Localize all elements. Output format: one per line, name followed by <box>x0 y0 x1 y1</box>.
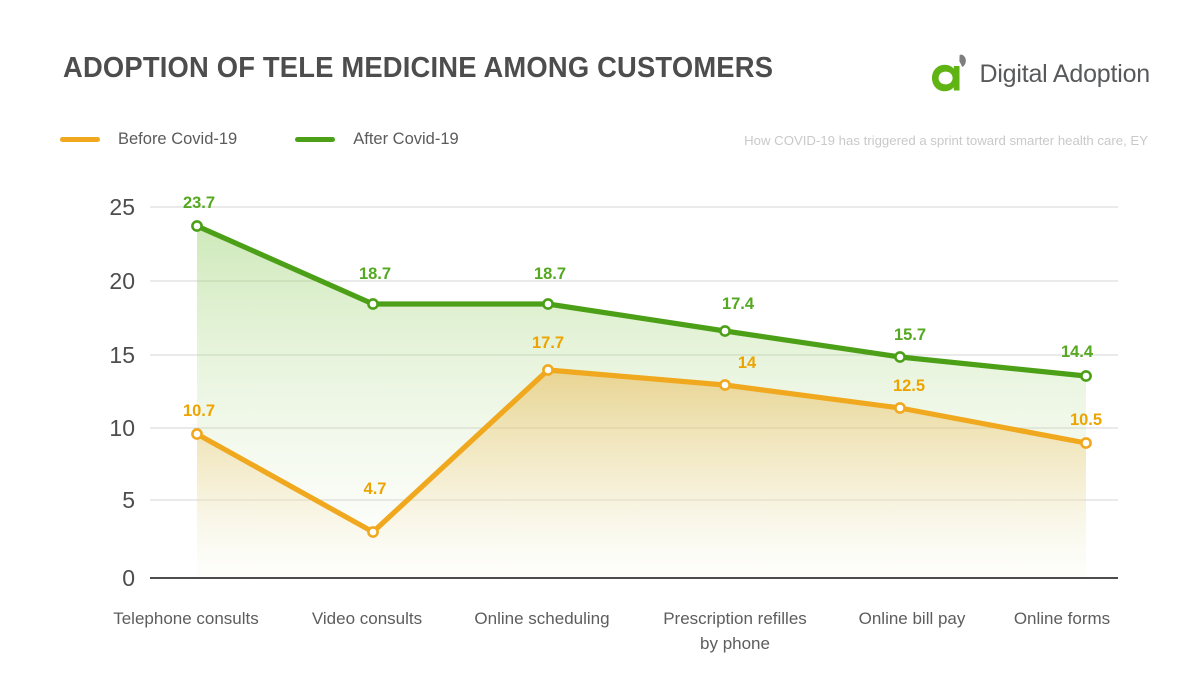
series-line-after <box>194 223 1089 379</box>
data-point-before-1[interactable] <box>367 526 379 538</box>
y-tick-20: 20 <box>109 268 135 294</box>
data-label-after-1: 18.7 <box>359 265 391 283</box>
data-label-after-3: 17.4 <box>722 295 755 313</box>
y-tick-25: 25 <box>109 194 135 220</box>
series-markers-before <box>191 364 1092 538</box>
legend-item-before[interactable]: Before Covid-19 <box>60 130 237 149</box>
series-line-before <box>194 367 1089 535</box>
brand-logo: Digital Adoption <box>931 52 1150 96</box>
legend-label-after: After Covid-19 <box>353 130 459 148</box>
chart-legend: Before Covid-19 After Covid-19 <box>60 130 459 149</box>
digital-adoption-logo-icon <box>932 54 967 92</box>
data-label-before-1: 4.7 <box>364 480 387 498</box>
data-point-after-1[interactable] <box>367 298 379 310</box>
y-tick-0: 0 <box>122 565 135 591</box>
data-label-before-4: 12.5 <box>893 377 925 395</box>
x-tick-label-4: Online bill pay <box>859 609 966 628</box>
data-point-after-5[interactable] <box>1080 370 1092 382</box>
area-fill-before <box>197 370 1086 578</box>
data-label-before-5: 10.5 <box>1070 411 1102 429</box>
data-point-after-4[interactable] <box>894 351 906 363</box>
series-markers-after <box>191 220 1092 382</box>
data-point-after-3[interactable] <box>719 325 731 337</box>
x-tick-label-3-line1: Prescription refilles <box>663 609 807 628</box>
x-tick-label-2: Online scheduling <box>474 609 609 628</box>
source-note: How COVID-19 has triggered a sprint towa… <box>744 133 1148 148</box>
data-point-before-3[interactable] <box>719 379 731 391</box>
data-point-after-0[interactable] <box>191 220 203 232</box>
data-point-before-0[interactable] <box>191 428 203 440</box>
chart-area: 25 20 15 10 5 0 <box>0 160 1200 688</box>
data-point-before-4[interactable] <box>894 402 906 414</box>
data-labels-before: 10.7 4.7 17.7 14 12.5 10.5 <box>183 334 1102 498</box>
data-point-after-2[interactable] <box>542 298 554 310</box>
x-tick-label-5: Online forms <box>1014 609 1110 628</box>
y-axis-tick-labels: 25 20 15 10 5 0 <box>109 194 135 591</box>
data-label-before-3: 14 <box>738 354 757 372</box>
y-tick-15: 15 <box>109 342 135 368</box>
data-labels-after: 23.7 18.7 18.7 17.4 15.7 14.4 <box>183 194 1094 361</box>
legend-item-after[interactable]: After Covid-19 <box>295 130 459 149</box>
data-label-after-5: 14.4 <box>1061 343 1094 361</box>
data-label-after-2: 18.7 <box>534 265 566 283</box>
x-tick-label-3-line2: by phone <box>700 634 770 653</box>
brand-name: Digital Adoption <box>979 59 1150 88</box>
x-axis-tick-labels: Telephone consults Video consults Online… <box>113 609 1110 653</box>
data-label-after-0: 23.7 <box>183 194 215 212</box>
legend-swatch-after-icon <box>295 137 336 142</box>
data-point-before-5[interactable] <box>1080 437 1092 449</box>
data-point-before-2[interactable] <box>542 364 554 376</box>
legend-label-before: Before Covid-19 <box>118 130 238 148</box>
data-label-after-4: 15.7 <box>894 326 926 344</box>
y-tick-10: 10 <box>109 415 135 441</box>
legend-swatch-before-icon <box>60 137 100 142</box>
line-area-chart: 25 20 15 10 5 0 <box>109 194 1118 653</box>
y-tick-5: 5 <box>122 487 135 513</box>
data-label-before-0: 10.7 <box>183 402 215 420</box>
data-label-before-2: 17.7 <box>532 334 564 352</box>
x-tick-label-0: Telephone consults <box>113 609 259 628</box>
x-tick-label-1: Video consults <box>312 609 422 628</box>
chart-header: ADOPTION OF TELE MEDICINE AMONG CUSTOMER… <box>0 0 1200 120</box>
page-title: ADOPTION OF TELE MEDICINE AMONG CUSTOMER… <box>63 52 774 84</box>
